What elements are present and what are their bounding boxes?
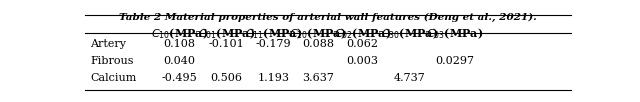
- Text: Artery: Artery: [90, 39, 126, 49]
- Text: $\mathit{C}_{03}$(MPa): $\mathit{C}_{03}$(MPa): [426, 26, 483, 41]
- Text: $\mathit{C}_{11}$(MPa): $\mathit{C}_{11}$(MPa): [245, 26, 302, 41]
- Text: 0.040: 0.040: [163, 56, 195, 66]
- Text: -0.179: -0.179: [255, 39, 291, 49]
- Text: $\mathit{C}_{20}$(MPa): $\mathit{C}_{20}$(MPa): [289, 26, 347, 41]
- Text: -0.495: -0.495: [161, 73, 197, 83]
- Text: 1.193: 1.193: [257, 73, 289, 83]
- Text: Calcium: Calcium: [90, 73, 136, 83]
- Text: $\mathit{C}_{10}$(MPa): $\mathit{C}_{10}$(MPa): [150, 26, 208, 41]
- Text: 0.088: 0.088: [302, 39, 334, 49]
- Text: 0.062: 0.062: [347, 39, 379, 49]
- Text: 0.003: 0.003: [347, 56, 379, 66]
- Text: 4.737: 4.737: [394, 73, 426, 83]
- Text: $\mathit{C}_{01}$(MPa): $\mathit{C}_{01}$(MPa): [198, 26, 255, 41]
- Text: Table 2 Material properties of arterial wall features (Deng et al., 2021).: Table 2 Material properties of arterial …: [119, 13, 537, 22]
- Text: -0.101: -0.101: [209, 39, 244, 49]
- Text: 3.637: 3.637: [302, 73, 334, 83]
- Text: 0.108: 0.108: [163, 39, 195, 49]
- Text: 0.0297: 0.0297: [435, 56, 474, 66]
- Text: 0.506: 0.506: [211, 73, 243, 83]
- Text: $\mathit{C}_{30}$(MPa): $\mathit{C}_{30}$(MPa): [381, 26, 438, 41]
- Text: $\mathit{C}_{02}$(MPa): $\mathit{C}_{02}$(MPa): [334, 26, 391, 41]
- Text: Fibrous: Fibrous: [90, 56, 133, 66]
